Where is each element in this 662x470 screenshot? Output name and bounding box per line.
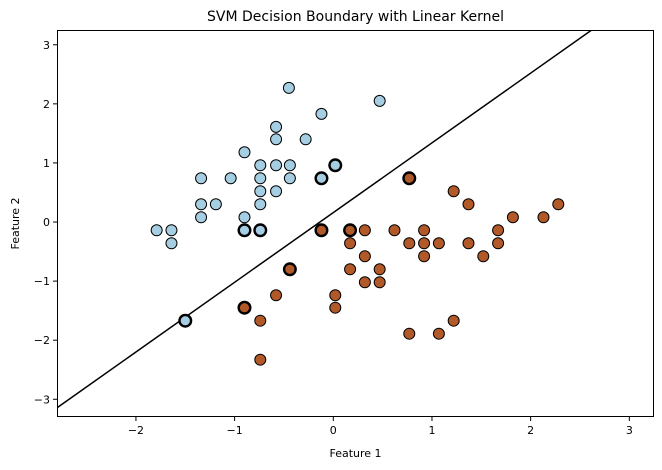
class-0-point	[150, 224, 163, 237]
y-tick-label: 0	[43, 216, 50, 229]
class-1-point	[344, 237, 357, 250]
y-tick-label: 2	[43, 98, 50, 111]
class-1-point	[418, 237, 431, 250]
class-1-point	[462, 198, 475, 211]
class-0-point	[195, 211, 208, 224]
class-0-point	[165, 237, 178, 250]
x-axis: −2 −1 0 1 2 3	[128, 417, 633, 437]
class-1-support-vector	[343, 223, 358, 238]
class-1-point	[462, 237, 475, 250]
class-1-point	[373, 263, 386, 276]
class-1-point	[506, 211, 519, 224]
plot-area	[57, 30, 654, 417]
class-1-point	[329, 301, 342, 314]
class-0-point	[283, 172, 296, 185]
x-tick-label: 0	[330, 424, 337, 437]
class-1-point	[537, 211, 550, 224]
class-0-point	[209, 198, 222, 211]
class-1-point	[418, 250, 431, 263]
class-0-support-vector	[328, 158, 343, 173]
class-1-point	[477, 250, 490, 263]
class-0-point	[373, 94, 386, 107]
data-points	[150, 81, 565, 366]
chart-title: SVM Decision Boundary with Linear Kernel	[207, 9, 504, 25]
class-0-point	[315, 107, 328, 120]
y-tick-label: 1	[43, 157, 50, 170]
class-1-support-vector	[402, 171, 417, 186]
class-0-point	[254, 172, 267, 185]
class-1-support-vector	[237, 300, 252, 315]
x-tick-label: 1	[428, 424, 435, 437]
class-1-point	[492, 224, 505, 237]
class-0-point	[195, 172, 208, 185]
y-tick-label: −3	[34, 393, 50, 406]
class-1-point	[418, 224, 431, 237]
class-1-point	[492, 237, 505, 250]
class-0-point	[224, 172, 237, 185]
class-0-point	[238, 211, 251, 224]
y-tick-label: −1	[34, 275, 50, 288]
class-0-point	[195, 198, 208, 211]
x-tick-label: 3	[626, 424, 633, 437]
class-0-point	[282, 81, 295, 94]
class-1-point	[373, 276, 386, 289]
class-1-point	[432, 327, 445, 340]
class-1-point	[403, 327, 416, 340]
class-0-point	[270, 133, 283, 146]
class-0-point	[270, 185, 283, 198]
class-0-point	[254, 185, 267, 198]
class-0-point	[283, 159, 296, 172]
class-0-support-vector	[314, 171, 329, 186]
class-1-support-vector	[314, 223, 329, 238]
class-0-point	[299, 133, 312, 146]
x-tick-label: −1	[227, 424, 243, 437]
y-axis: −3 −2 −1 0 1 2 3	[34, 39, 57, 406]
class-1-point	[358, 276, 371, 289]
class-0-point	[254, 159, 267, 172]
class-1-point	[447, 314, 460, 327]
class-0-point	[254, 198, 267, 211]
class-0-point	[270, 120, 283, 133]
class-0-support-vector	[237, 223, 252, 238]
class-0-support-vector	[253, 223, 268, 238]
class-1-point	[270, 289, 283, 302]
class-1-point	[329, 289, 342, 302]
class-0-support-vector	[178, 313, 193, 328]
plot-frame	[57, 30, 654, 417]
class-1-point	[388, 224, 401, 237]
x-tick-label: −2	[128, 424, 144, 437]
class-1-point	[358, 224, 371, 237]
class-1-point	[344, 263, 357, 276]
y-axis-label: Feature 2	[9, 197, 22, 249]
class-1-support-vector	[282, 262, 297, 277]
class-1-point	[552, 198, 565, 211]
class-1-point	[447, 185, 460, 198]
class-1-point	[403, 237, 416, 250]
class-0-point	[165, 224, 178, 237]
x-axis-label: Feature 1	[329, 447, 381, 460]
class-1-point	[432, 237, 445, 250]
class-0-point	[238, 146, 251, 159]
class-1-point	[254, 353, 267, 366]
class-1-point	[254, 314, 267, 327]
x-tick-label: 2	[527, 424, 534, 437]
y-tick-label: −2	[34, 334, 50, 347]
class-0-point	[270, 159, 283, 172]
class-1-point	[358, 250, 371, 263]
y-tick-label: 3	[43, 39, 50, 52]
